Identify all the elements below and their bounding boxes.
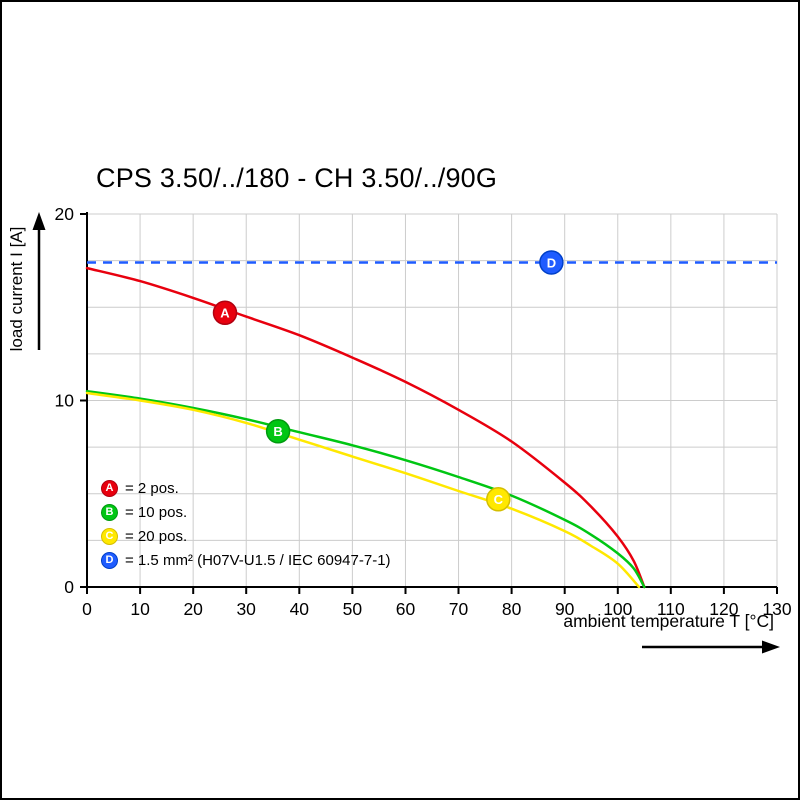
x-tick-label: 50 xyxy=(343,599,363,619)
legend-marker-icon: C xyxy=(101,528,118,545)
marker-B-letter: B xyxy=(273,424,282,439)
x-tick-label: 120 xyxy=(709,599,738,619)
y-tick-label: 20 xyxy=(55,204,75,224)
legend-label: = 10 pos. xyxy=(125,504,188,521)
marker-A-letter: A xyxy=(220,306,230,321)
chart-legend: A = 2 pos. B = 10 pos. C = 20 pos. D = 1.5 mm² … xyxy=(101,480,391,569)
y-axis-arrow-head xyxy=(32,212,46,230)
series-C-curve xyxy=(85,391,641,589)
x-tick-label: 40 xyxy=(290,599,310,619)
y-axis-label: load current I [A] xyxy=(7,226,26,352)
y-tick-label: 10 xyxy=(55,391,75,411)
marker-B-icon xyxy=(265,419,291,444)
legend-marker-icon: A xyxy=(101,480,118,497)
legend-label: = 1.5 mm² (H07V-U1.5 / IEC 60947-7-1) xyxy=(125,552,391,569)
legend-item: B = 10 pos. xyxy=(101,504,391,521)
legend-marker-icon: B xyxy=(101,504,118,521)
x-axis-arrow-head xyxy=(762,640,780,654)
x-tick-label: 80 xyxy=(502,599,522,619)
marker-C-icon xyxy=(486,487,511,512)
series-B-curve xyxy=(85,389,646,589)
marker-C-letter: C xyxy=(494,492,504,507)
x-tick-label: 0 xyxy=(82,599,92,619)
y-tick-label: 0 xyxy=(64,577,74,597)
x-tick-label: 110 xyxy=(657,599,685,619)
chart-title: CPS 3.50/../180 - CH 3.50/../90G xyxy=(96,163,498,193)
legend-marker-icon: D xyxy=(101,552,118,569)
legend-item: D = 1.5 mm² (H07V-U1.5 / IEC 60947-7-1) xyxy=(101,552,391,569)
x-tick-label: 70 xyxy=(449,599,469,619)
x-axis-label: ambient temperature T [°C] xyxy=(563,611,774,631)
marker-D-letter: D xyxy=(547,255,556,270)
legend-label: = 2 pos. xyxy=(125,480,179,497)
x-tick-label: 30 xyxy=(236,599,256,619)
legend-item: A = 2 pos. xyxy=(101,480,391,497)
x-tick-label: 100 xyxy=(603,599,632,619)
x-tick-label: 130 xyxy=(762,599,791,619)
legend-item: C = 20 pos. xyxy=(101,528,391,545)
series-A-curve xyxy=(85,266,646,589)
marker-D-icon xyxy=(539,250,564,275)
x-tick-label: 60 xyxy=(396,599,416,619)
x-tick-label: 20 xyxy=(183,599,203,619)
x-tick-label: 10 xyxy=(130,599,150,619)
x-tick-label: 90 xyxy=(555,599,575,619)
legend-label: = 20 pos. xyxy=(125,528,188,545)
marker-A-icon xyxy=(212,300,238,326)
